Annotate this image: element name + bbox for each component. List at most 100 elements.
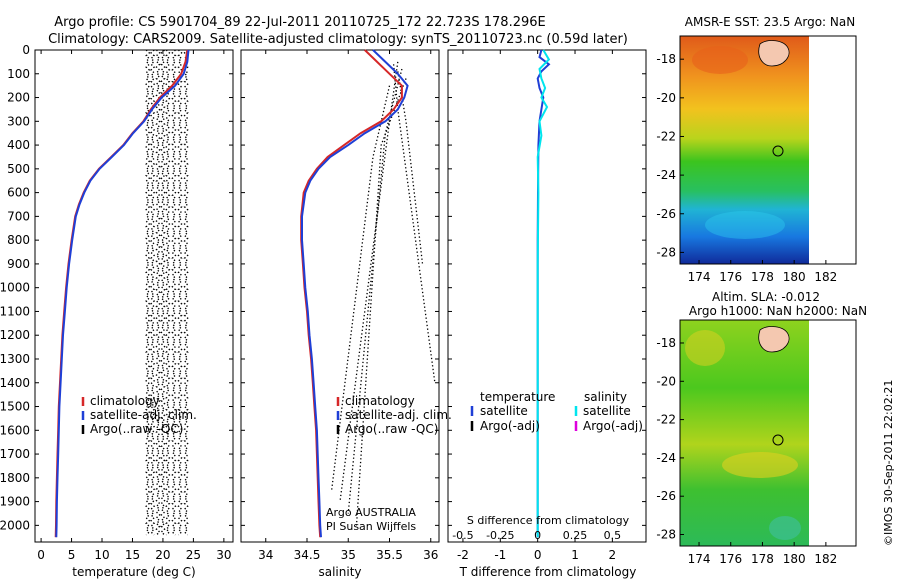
depth-tick-label: 200 <box>7 91 30 105</box>
s-tick-label: 0 <box>534 529 541 542</box>
x-tick-label: 10 <box>94 548 109 562</box>
argo-temperature-profile <box>145 49 151 536</box>
sst-map-panel: AMSR-E SST: 23.5 Argo: NaN 174 176 178 180 1… <box>656 15 857 284</box>
sla-yellow-patch-1 <box>685 330 725 366</box>
map-lon-label: 176 <box>719 270 742 284</box>
x-tick-label: -1 <box>494 548 506 562</box>
depth-tick-label: 500 <box>7 162 30 176</box>
map-lon-label: 176 <box>719 552 742 566</box>
x-tick-label: 34 <box>258 548 273 562</box>
temperature-xlabel: temperature (deg C) <box>72 565 195 579</box>
map-lon-label: 180 <box>783 552 806 566</box>
map-lat-label: -24 <box>656 168 676 182</box>
temperature-axes-box <box>34 49 234 543</box>
x-tick-label: 0 <box>534 548 542 562</box>
difference-panel: -2 -1 0 1 2 -0.5 -0.25 0 0.25 0.5 temperature sal… <box>447 49 647 579</box>
map-lon-label: 174 <box>688 552 711 566</box>
map-lat-label: -22 <box>656 129 676 143</box>
x-tick-label: 15 <box>125 548 140 562</box>
argo-salinity-profile <box>331 85 391 490</box>
argo-salinity-profile <box>397 71 424 264</box>
sst-cool-patch <box>705 211 785 239</box>
sst-nodata-area <box>809 36 856 264</box>
difference-legend: temperature salinity satellite Argo(-adj… <box>470 390 643 433</box>
argo-temperature-profile <box>177 49 183 536</box>
argo-temperature-profile <box>150 49 156 536</box>
argo-temperature-profile <box>165 49 171 536</box>
depth-tick-label: 600 <box>7 186 30 200</box>
map-lon-label: 178 <box>751 270 774 284</box>
sst-warm-patch <box>692 46 748 74</box>
legend-temp-satellite: satellite <box>480 404 528 418</box>
argo-temperature-profile <box>155 49 161 536</box>
sal-legend-argo: Argo(..raw -QC) <box>345 422 438 436</box>
argo-agency-text: Argo AUSTRALIA <box>326 506 416 519</box>
depth-tick-label: 0 <box>22 43 30 57</box>
series-line-satellite-adj-clim- <box>55 49 190 538</box>
sla-nodata-area <box>809 320 856 546</box>
depth-tick-label: 1600 <box>0 423 30 437</box>
legend-temperature-header: temperature <box>480 390 555 404</box>
series-line-satellite-adj-clim- <box>301 49 409 538</box>
legend-argo: Argo(..raw -QC) <box>90 422 183 436</box>
t-difference-xlabel: T difference from climatology <box>459 565 637 579</box>
salinity-xlabel: salinity <box>318 565 361 579</box>
depth-tick-label: 1500 <box>0 400 30 414</box>
temperature-lines <box>54 49 190 538</box>
argo-salinity-profile <box>339 61 399 502</box>
header-line-2: Climatology: CARS2009. Satellite-adjuste… <box>48 32 628 47</box>
sla-axes-box <box>679 319 857 547</box>
depth-tick-label: 1000 <box>0 281 30 295</box>
x-tick-label: 36 <box>423 548 438 562</box>
fiji-island-outline <box>758 40 790 67</box>
salinity-panel: 34 34.5 35 35.5 36 climatology satellite-adj… <box>240 49 452 579</box>
legend-satellite-clim: satellite-adj. clim. <box>90 408 197 422</box>
legend-sal-argo: Argo(-adj) <box>583 419 643 433</box>
legend-sal-satellite: satellite <box>583 404 631 418</box>
depth-tick-label: 100 <box>7 67 30 81</box>
legend-temp-argo: Argo(-adj) <box>480 419 540 433</box>
x-tick-label: 5 <box>68 548 76 562</box>
sla-map-title: Altim. SLA: -0.012 <box>712 290 820 304</box>
difference-axes-box <box>447 49 647 543</box>
depth-tick-label: 700 <box>7 209 30 223</box>
argo-pi-text: PI Susan Wijffels <box>326 520 416 533</box>
depth-tick-label: 1200 <box>0 328 30 342</box>
map-lat-label: -22 <box>656 413 676 427</box>
x-tick-label: 1 <box>571 548 579 562</box>
sla-yellow-patch-2 <box>722 452 798 478</box>
map-lat-label: -28 <box>656 528 676 542</box>
depth-tick-label: 1800 <box>0 471 30 485</box>
depth-tick-label: 1900 <box>0 495 30 509</box>
series-line-climatology <box>300 49 403 538</box>
argo-temperature-dots <box>145 49 189 536</box>
map-lat-label: -20 <box>656 374 676 388</box>
map-lon-label: 180 <box>783 270 806 284</box>
map-lon-label: 174 <box>688 270 711 284</box>
difference-lines <box>536 49 551 538</box>
depth-tick-label: 2000 <box>0 518 30 532</box>
x-tick-label: 20 <box>155 548 170 562</box>
temperature-panel: 0 5 10 15 20 25 300100200300400500600700800900… <box>0 43 234 579</box>
depth-tick-label: 300 <box>7 114 30 128</box>
header-line-1: Argo profile: CS 5901704_89 22-Jul-2011 … <box>54 15 545 30</box>
x-tick-label: -2 <box>457 548 469 562</box>
salinity-lines <box>300 49 409 538</box>
sal-legend-satellite-clim: satellite-adj. clim. <box>345 408 452 422</box>
map-lat-label: -26 <box>656 207 676 221</box>
depth-tick-label: 800 <box>7 233 30 247</box>
sst-field <box>680 36 809 264</box>
salinity-legend: climatology satellite-adj. clim. Argo(..… <box>336 394 452 436</box>
argo-temperature-profile <box>171 49 177 536</box>
map-lon-label: 178 <box>751 552 774 566</box>
sst-map-title: AMSR-E SST: 23.5 Argo: NaN <box>685 15 855 29</box>
sst-argo-position-marker <box>772 145 784 157</box>
series-line-salinity-satellite <box>536 49 551 538</box>
s-tick-label: 0.25 <box>563 529 588 542</box>
sla-teal-patch <box>769 516 801 540</box>
depth-tick-label: 900 <box>7 257 30 271</box>
sal-legend-climatology: climatology <box>345 394 415 408</box>
s-tick-label: -0.5 <box>452 529 473 542</box>
map-lon-label: 182 <box>814 552 837 566</box>
